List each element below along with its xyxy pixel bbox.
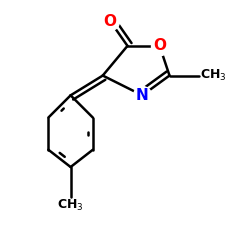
Text: O: O xyxy=(153,38,166,54)
Text: O: O xyxy=(104,14,117,29)
Text: N: N xyxy=(136,88,149,103)
Text: CH$_3$: CH$_3$ xyxy=(57,198,84,213)
Text: CH$_3$: CH$_3$ xyxy=(200,68,227,83)
